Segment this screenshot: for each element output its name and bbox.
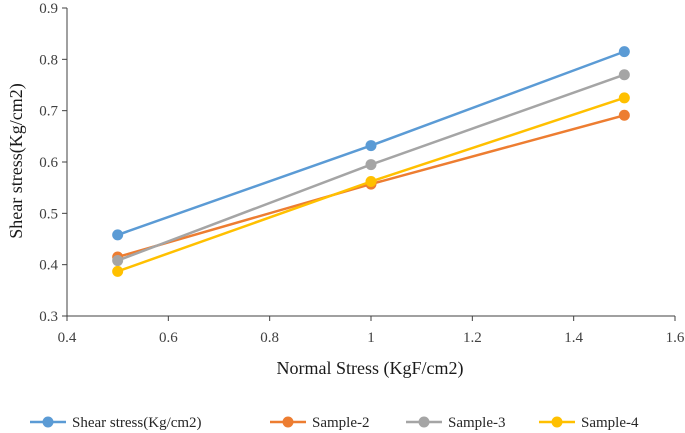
y-tick-label: 0.3 — [39, 309, 58, 325]
data-point — [112, 255, 124, 267]
legend-label: Sample-4 — [581, 415, 639, 431]
legend-item: Sample-4 — [539, 415, 639, 431]
y-tick-label: 0.9 — [39, 1, 58, 17]
legend-label: Shear stress(Kg/cm2) — [72, 415, 202, 431]
legend-swatch-marker — [418, 416, 430, 428]
y-tick-label: 0.4 — [39, 258, 58, 274]
data-point — [618, 46, 630, 58]
legend-swatch-marker — [551, 416, 563, 428]
x-tick-label: 1.6 — [666, 330, 685, 346]
x-tick-label: 0.8 — [260, 330, 279, 346]
y-tick-label: 0.5 — [39, 206, 58, 222]
y-tick-label: 0.7 — [39, 104, 58, 120]
y-tick-label: 0.8 — [39, 52, 58, 68]
data-point — [365, 140, 377, 152]
data-point — [112, 265, 124, 277]
axes — [62, 7, 676, 321]
series-layer — [112, 46, 630, 277]
legend-label: Sample-3 — [448, 415, 506, 431]
x-axis-title: Normal Stress (KgF/cm2) — [277, 358, 464, 379]
data-point — [618, 92, 630, 104]
y-tick-label: 0.6 — [39, 155, 58, 171]
x-tick-label: 1.4 — [564, 330, 583, 346]
y-axis-title: Shear stress(Kg/cm2) — [6, 83, 27, 238]
x-tick-labels: 0.4 0.6 0.8 1 1.2 1.4 1.6 — [58, 330, 685, 346]
legend-label: Sample-2 — [312, 415, 370, 431]
legend-swatch-marker — [42, 416, 54, 428]
x-tick-label: 0.6 — [159, 330, 178, 346]
y-tick-labels: 0.3 0.4 0.5 0.6 0.7 0.8 0.9 — [39, 1, 58, 325]
data-point — [365, 176, 377, 188]
legend-item: Sample-2 — [270, 415, 370, 431]
x-tick-label: 0.4 — [58, 330, 77, 346]
data-point — [618, 69, 630, 81]
data-point — [365, 159, 377, 171]
legend-item: Shear stress(Kg/cm2) — [30, 415, 202, 431]
data-point — [618, 109, 630, 121]
x-tick-label: 1 — [367, 330, 375, 346]
series-4 — [112, 92, 630, 277]
legend: Shear stress(Kg/cm2) Sample-2 Sample-3 Samp… — [30, 415, 639, 431]
data-point — [112, 229, 124, 241]
legend-item: Sample-3 — [406, 415, 506, 431]
series-1 — [112, 46, 630, 241]
x-tick-label: 1.2 — [463, 330, 482, 346]
legend-swatch-marker — [282, 416, 294, 428]
series-3 — [112, 69, 630, 267]
